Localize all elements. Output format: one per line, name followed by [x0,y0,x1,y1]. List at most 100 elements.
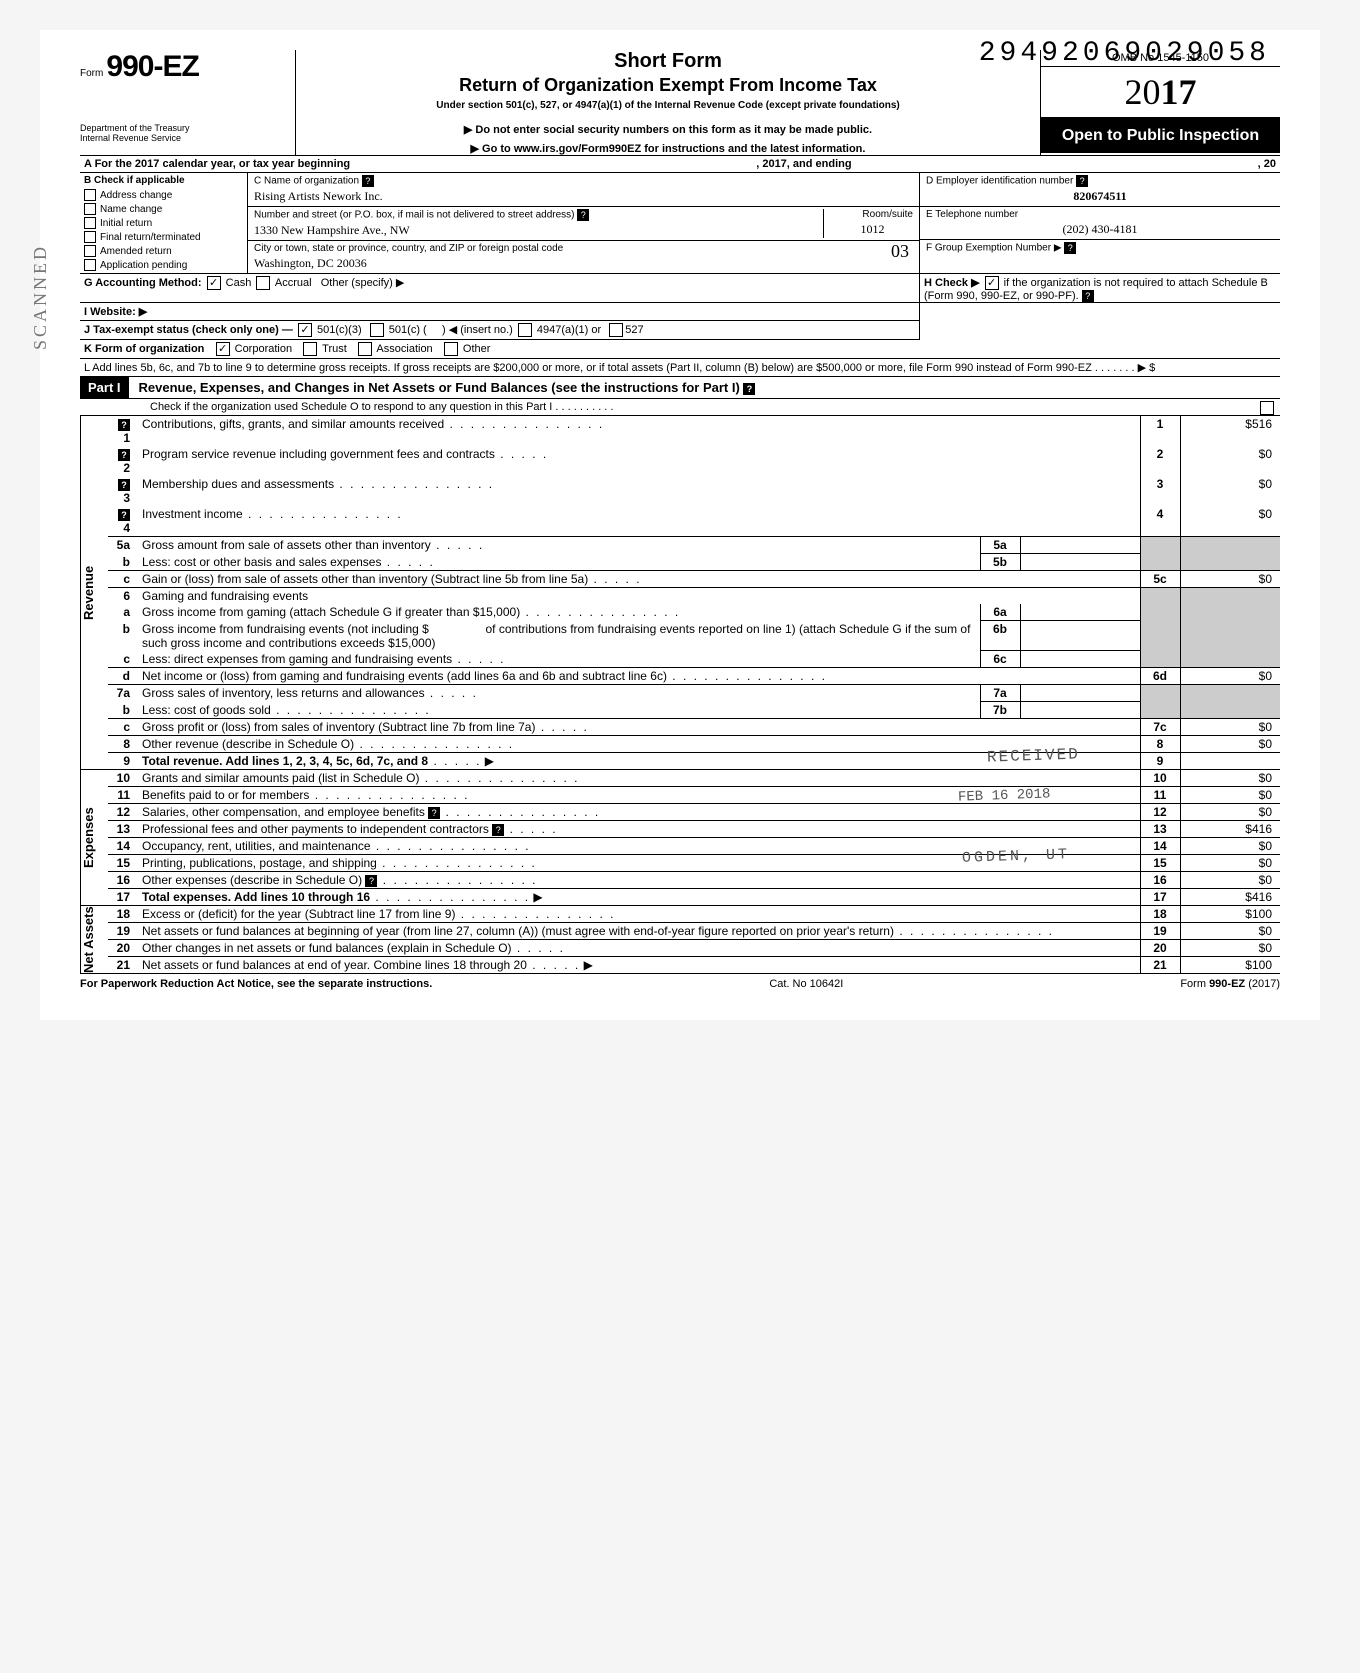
return-title: Return of Organization Exempt From Incom… [306,75,1030,96]
j-501c3: 501(c)(3) [317,324,362,336]
b-item-label: Final return/terminated [100,232,201,243]
row-j: J Tax-exempt status (check only one) — 5… [80,321,1280,340]
checkbox-icon[interactable] [84,231,96,243]
b-item-label: Application pending [100,260,187,271]
line-14: 14Occupancy, rent, utilities, and mainte… [108,838,1280,855]
line-19: 19Net assets or fund balances at beginni… [108,923,1280,940]
help-icon[interactable]: ? [118,419,130,431]
help-icon[interactable]: ? [365,875,377,887]
check-final-return[interactable]: Final return/terminated [80,230,247,244]
city-value: Washington, DC 20036 [254,256,913,271]
b-item-label: Initial return [100,218,152,229]
checkbox-trust[interactable] [303,342,317,356]
line-8: 8Other revenue (describe in Schedule O)8… [108,736,1280,753]
line-6a: aGross income from gaming (attach Schedu… [108,604,1280,621]
scanned-stamp: SCANNED [30,244,51,350]
line-13: 13Professional fees and other payments t… [108,821,1280,838]
net-assets-section: Net Assets 18Excess or (deficit) for the… [80,906,1280,974]
b-item-label: Name change [100,204,162,215]
help-icon[interactable]: ? [743,383,755,395]
line-18: 18Excess or (deficit) for the year (Subt… [108,906,1280,923]
line-2: ? 2Program service revenue including gov… [108,446,1280,476]
revenue-section: Revenue ? 1Contributions, gifts, grants,… [80,416,1280,770]
checkbox-501c[interactable] [370,323,384,337]
help-icon[interactable]: ? [118,479,130,491]
k-label: K Form of organization [84,343,204,355]
room-label: Room/suite [832,209,913,220]
revenue-label: Revenue [80,416,108,769]
form-prefix: Form [80,68,103,79]
checkbox-4947[interactable] [518,323,532,337]
line-6d: dNet income or (loss) from gaming and fu… [108,668,1280,685]
help-icon[interactable]: ? [492,824,504,836]
checkbox-527[interactable] [609,323,623,337]
short-form-title: Short Form [306,50,1030,73]
help-icon[interactable]: ? [428,807,440,819]
checkbox-corp[interactable] [216,342,230,356]
g-label: G Accounting Method: [84,277,202,289]
j-label: J Tax-exempt status (check only one) — [84,324,293,336]
help-icon[interactable]: ? [577,209,589,221]
help-icon[interactable]: ? [118,509,130,521]
checkbox-cash[interactable] [207,276,221,290]
checkbox-accrual[interactable] [256,276,270,290]
k-assoc: Association [376,343,432,355]
check-address-change[interactable]: Address change [80,188,247,202]
help-icon[interactable]: ? [1082,290,1094,302]
check-amended[interactable]: Amended return [80,244,247,258]
net-assets-table: 18Excess or (deficit) for the year (Subt… [108,906,1280,973]
checkbox-icon[interactable] [84,245,96,257]
line-12: 12Salaries, other compensation, and empl… [108,804,1280,821]
line-3: ? 3Membership dues and assessments3$0 [108,476,1280,506]
help-icon[interactable]: ? [1076,175,1088,187]
j-501c: 501(c) ( [389,324,427,336]
checkbox-schedule-o[interactable] [1260,401,1274,415]
line-7c: cGross profit or (loss) from sales of in… [108,719,1280,736]
go-to-link: ▶ Go to www.irs.gov/Form990EZ for instru… [306,142,1030,155]
checkbox-assoc[interactable] [358,342,372,356]
help-icon[interactable]: ? [1064,242,1076,254]
g-other: Other (specify) ▶ [321,277,405,289]
checkbox-icon[interactable] [84,203,96,215]
j-4947: 4947(a)(1) or [537,324,601,336]
line-7a: 7aGross sales of inventory, less returns… [108,685,1280,702]
expenses-table: 10Grants and similar amounts paid (list … [108,770,1280,905]
expenses-section: Expenses 10Grants and similar amounts pa… [80,770,1280,906]
line-9: 9Total revenue. Add lines 1, 2, 3, 4, 5c… [108,753,1280,770]
e-label: E Telephone number [926,209,1274,220]
b-item-label: Address change [100,190,172,201]
check-name-change[interactable]: Name change [80,202,247,216]
checkbox-h[interactable] [985,276,999,290]
check-app-pending[interactable]: Application pending [80,258,247,272]
row-i: I Website: ▶ [80,303,1280,321]
line-5c: cGain or (loss) from sale of assets othe… [108,571,1280,588]
net-assets-label: Net Assets [80,906,108,973]
org-name: Rising Artists Nework Inc. [254,189,913,204]
f-label: F Group Exemption Number ▶ ? [926,242,1274,254]
k-other: Other [463,343,491,355]
revenue-table: ? 1Contributions, gifts, grants, and sim… [108,416,1280,769]
line-6c: cLess: direct expenses from gaming and f… [108,651,1280,668]
expenses-label: Expenses [80,770,108,905]
info-block: B Check if applicable Address change Nam… [80,173,1280,274]
line-5b: bLess: cost or other basis and sales exp… [108,554,1280,571]
checkbox-other[interactable] [444,342,458,356]
checkbox-501c3[interactable] [298,323,312,337]
checkbox-icon[interactable] [84,259,96,271]
under-section: Under section 501(c), 527, or 4947(a)(1)… [306,100,1030,111]
checkbox-icon[interactable] [84,217,96,229]
part-i-label: Part I [80,377,129,398]
help-icon[interactable]: ? [118,449,130,461]
form-page: SCANNED 29492069029058 Form 990-EZ Depar… [40,30,1320,1020]
handwritten-03: 03 [891,241,909,262]
line-20: 20Other changes in net assets or fund ba… [108,940,1280,957]
check-initial-return[interactable]: Initial return [80,216,247,230]
checkbox-icon[interactable] [84,189,96,201]
c-name-label: C Name of organization ? [254,175,913,187]
d-label: D Employer identification number ? [926,175,1274,187]
paperwork-notice: For Paperwork Reduction Act Notice, see … [80,978,432,990]
part-i-sub: Check if the organization used Schedule … [80,399,1280,416]
form-number: 990-EZ [106,50,198,83]
help-icon[interactable]: ? [362,175,374,187]
column-b: B Check if applicable Address change Nam… [80,173,248,273]
